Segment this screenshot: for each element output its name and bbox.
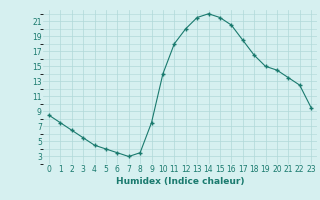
X-axis label: Humidex (Indice chaleur): Humidex (Indice chaleur) (116, 177, 244, 186)
